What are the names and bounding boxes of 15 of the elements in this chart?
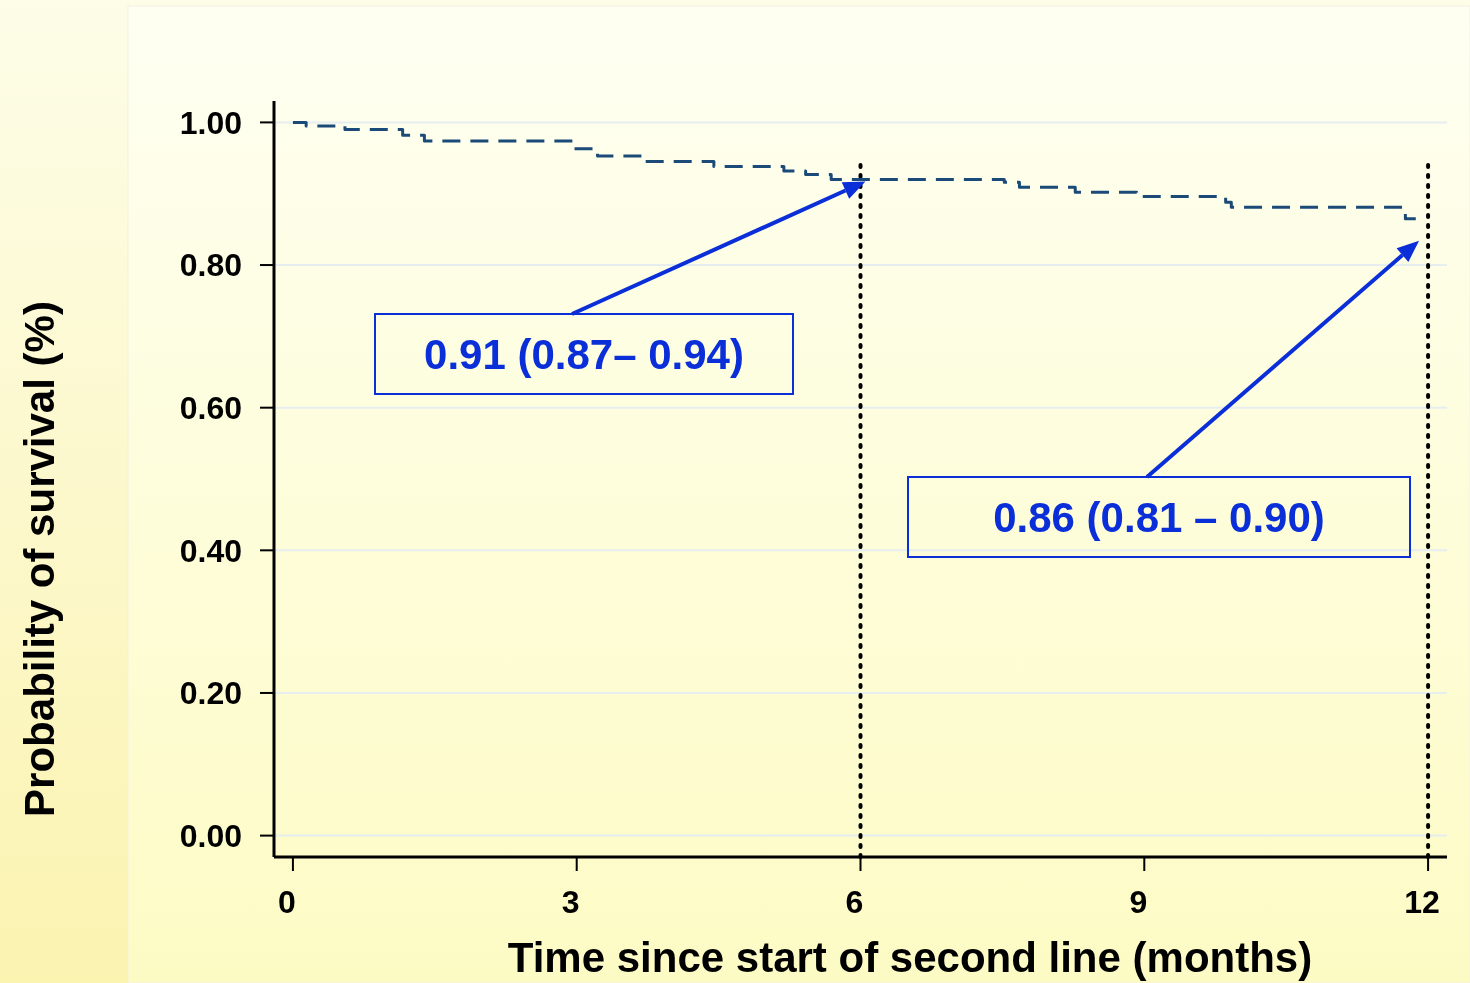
x-tick-label: 9	[1129, 884, 1148, 920]
y-tick-label: 0.40	[179, 532, 242, 569]
y-tick-label: 0.80	[179, 247, 242, 284]
x-axis-title: Time since start of second line (months)	[507, 934, 1313, 981]
x-tick-label: 6	[845, 884, 864, 920]
x-tick-label: 3	[561, 884, 580, 920]
y-axis-title: Probability of survival (%)	[16, 301, 63, 817]
y-tick-label: 0.00	[179, 817, 242, 854]
annotation: 0.86 (0.81 – 0.90)	[993, 494, 1325, 542]
x-tick-label: 12	[1404, 884, 1440, 920]
annotation: 0.91 (0.87– 0.94)	[424, 331, 744, 379]
y-tick-label: 0.20	[179, 675, 242, 712]
y-tick-label: 1.00	[179, 104, 242, 141]
x-tick-label: 0	[278, 884, 296, 920]
y-tick-label: 0.60	[179, 389, 242, 426]
